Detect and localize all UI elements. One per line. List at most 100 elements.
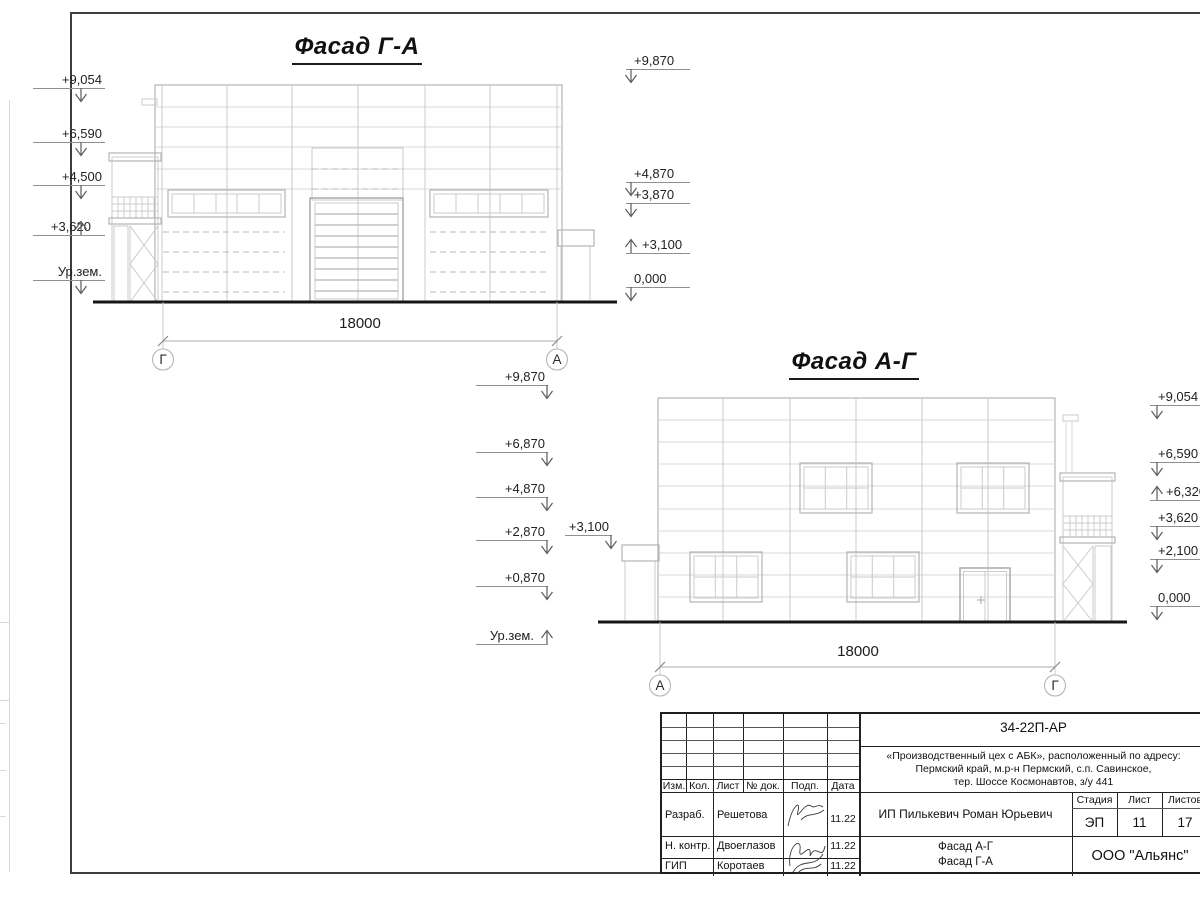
elevation-mark: 0,000 [1150,590,1200,621]
elevation-mark: +4,870 [476,481,553,512]
signer-role: Разраб. [665,809,705,821]
elevation-arrow-icon [541,540,553,555]
document-code: 34-22П-АР [1000,720,1067,735]
elevation-arrow-icon [1151,405,1163,420]
elevation-mark: +4,870 [625,166,690,197]
elevation-value: +3,870 [626,187,690,204]
elevation-value: +9,054 [33,72,105,89]
elevation-arrow-icon [541,497,553,512]
sheet-number: 11 [1132,814,1147,830]
stage-label: Стадия [1076,794,1113,806]
elevation-value: +6,590 [1150,446,1200,463]
elevation-arrow-icon [1151,462,1163,477]
sheet-label: Лист [1128,794,1151,806]
elevation-arrow-icon [1151,559,1163,574]
elevation-mark: +9,870 [625,53,690,84]
col-header: № док. [746,780,780,792]
elevation-value: +9,870 [476,369,548,386]
facade-ga-title: Фасад Г-А [292,33,422,65]
signer-role: Н. контр. [665,840,711,852]
sheets-label: Листов [1167,794,1200,806]
elevation-value: 0,000 [626,271,690,288]
elevation-mark: +9,054 [33,72,105,103]
adjacent-sheet-line [0,723,6,724]
elevation-mark: +6,320 [1150,484,1200,501]
adjacent-sheet-line [0,770,6,771]
profiled-sheet [163,218,285,302]
stair-tower [1059,414,1116,623]
facade-ag-drawing [598,397,1127,697]
gutter-tab [1062,414,1079,422]
signer-name: Решетова [717,809,768,821]
stage-value: ЭП [1084,814,1105,830]
dimension-label: 18000 [339,315,381,332]
elevation-value: +3,100 [565,519,612,536]
sectional-gate [309,197,404,303]
signer-date: 11.22 [830,840,856,852]
signer-date: 11.22 [830,860,856,872]
axis-bubble [1043,674,1067,697]
elevation-mark: +9,054 [1150,389,1200,420]
signer-role: ГИП [665,860,687,872]
signer-date: 11.22 [830,813,856,825]
elevation-mark: +6,590 [1150,446,1200,477]
frame-left [70,12,72,874]
elevation-arrow-icon [625,182,637,197]
elevation-arrow-icon [541,629,553,644]
axis-bubble [545,348,569,371]
elevation-mark: +2,100 [1150,543,1200,574]
annex-canopy [557,229,595,300]
elevation-value: Ур.зем. [476,628,548,645]
axis-label: Г [159,352,167,367]
elevation-value: +4,500 [33,169,105,186]
window [799,462,873,514]
signer-name: Коротаев [717,860,765,872]
elevation-mark: Ур.зем. [33,264,105,295]
entrance-door [959,567,1011,623]
adjacent-sheet-line [0,700,9,701]
col-header: Кол. [689,780,710,792]
elevation-arrow-icon [541,586,553,601]
axis-label: А [655,678,665,693]
elevation-value: +6,870 [476,436,548,453]
col-header: Дата [831,780,855,792]
elevation-mark: +6,870 [476,436,553,467]
project-address-line: Пермский край, м.р-н Пермский, с.п. Сави… [915,763,1152,775]
project-address-line: «Производственный цех с АБК», расположен… [886,750,1181,762]
ladder [1094,545,1112,623]
elevation-mark: +2,870 [476,524,553,555]
elevation-mark: +4,500 [33,169,105,200]
facade-ga-drawing [93,84,617,371]
elevation-value: 0,000 [1150,590,1200,607]
elevation-arrow-icon [541,385,553,400]
window [689,551,763,603]
elevation-value: +3,620 [1150,510,1200,527]
project-address-line: тер. Шоссе Космонавтов, з/у 441 [953,776,1114,788]
elevation-value: +4,870 [476,481,548,498]
elevation-arrow-icon [75,88,87,103]
elevation-value: +3,100 [626,237,690,254]
elevation-arrow-icon [1151,526,1163,541]
client-name: ИП Пилькевич Роман Юрьевич [878,806,1053,821]
sheets-total: 17 [1177,814,1193,830]
elevation-arrow-icon [75,220,87,235]
elevation-arrow-icon [1151,485,1163,500]
elevation-arrow-icon [625,287,637,302]
elevation-value: +3,620 [33,219,105,236]
facade-ag-title: Фасад А-Г [789,348,919,380]
frame-top [70,12,1200,14]
company-name: ООО "Альянс" [1091,847,1189,864]
elevation-value: +6,590 [33,126,105,143]
col-header: Подп. [791,780,819,792]
window [956,462,1030,514]
elevation-value: +6,320 [1150,484,1200,501]
elevation-arrow-icon [625,238,637,253]
elevation-value: +0,870 [476,570,548,587]
elevation-value: +9,870 [626,53,690,70]
axis-label: Г [1051,678,1059,693]
elevation-value: Ур.зем. [33,264,105,281]
axis-bubble [151,348,175,371]
signature-scribble [787,804,826,875]
elevation-mark: +0,870 [476,570,553,601]
